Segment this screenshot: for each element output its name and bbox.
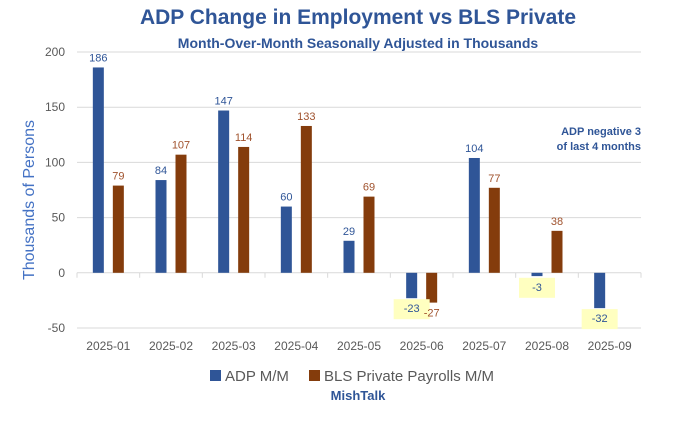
chart-subtitle: Month-Over-Month Seasonally Adjusted in … bbox=[178, 35, 539, 51]
data-label: 38 bbox=[551, 216, 563, 228]
data-label: -27 bbox=[424, 308, 440, 320]
bar bbox=[175, 154, 187, 273]
annotation-line-2: of last 4 months bbox=[557, 141, 641, 153]
y-axis-label: Thousands of Persons bbox=[21, 120, 38, 280]
data-label: 69 bbox=[363, 182, 375, 194]
x-tick-label: 2025-03 bbox=[212, 339, 256, 353]
data-label: 79 bbox=[112, 171, 124, 183]
data-label: 77 bbox=[488, 173, 500, 185]
legend: ADP M/M BLS Private Payrolls M/M bbox=[210, 368, 494, 385]
bar bbox=[531, 272, 543, 277]
bar bbox=[426, 272, 438, 303]
label-highlight bbox=[519, 277, 555, 298]
bar bbox=[218, 110, 230, 273]
bar bbox=[238, 146, 250, 273]
x-tick-label: 2025-02 bbox=[149, 339, 193, 353]
chart-title: ADP Change in Employment vs BLS Private bbox=[140, 6, 576, 29]
data-label: 107 bbox=[172, 140, 190, 152]
data-label: -23 bbox=[404, 303, 420, 315]
data-label: 186 bbox=[89, 52, 107, 64]
y-tick-label: 100 bbox=[45, 155, 65, 169]
legend-swatch-bls bbox=[309, 370, 320, 381]
y-tick-label: 200 bbox=[45, 45, 65, 59]
data-label: -32 bbox=[592, 313, 608, 325]
legend-swatch-adp bbox=[210, 370, 221, 381]
x-tick-label: 2025-06 bbox=[400, 339, 444, 353]
bar bbox=[280, 206, 292, 273]
y-axis-ticks: -50 0 50 100 150 200 bbox=[45, 45, 65, 335]
x-tick-label: 2025-01 bbox=[86, 339, 130, 353]
y-tick-label: 150 bbox=[45, 100, 65, 114]
bars bbox=[92, 67, 606, 309]
data-labels: 186 84 147 60 29 -23 104 -3 -32 79 107 114 133 69 -27 7… bbox=[89, 52, 618, 330]
data-label: 29 bbox=[343, 226, 355, 238]
bar bbox=[406, 272, 418, 299]
x-tick-label: 2025-07 bbox=[462, 339, 506, 353]
data-label: 84 bbox=[155, 165, 167, 177]
bar bbox=[92, 67, 104, 273]
data-label: -3 bbox=[532, 282, 542, 294]
source-label: MishTalk bbox=[331, 388, 386, 403]
bar bbox=[363, 196, 375, 273]
x-tick-label: 2025-09 bbox=[588, 339, 632, 353]
data-label: 114 bbox=[235, 132, 253, 144]
legend-label-adp: ADP M/M bbox=[225, 368, 289, 385]
x-tick-label: 2025-04 bbox=[274, 339, 318, 353]
bar bbox=[112, 185, 124, 273]
gridlines bbox=[77, 51, 641, 329]
x-axis-ticks: 2025-01 2025-02 2025-03 2025-04 2025-05 2025-… bbox=[76, 272, 642, 353]
y-tick-label: -50 bbox=[48, 321, 66, 335]
y-tick-label: 0 bbox=[58, 266, 65, 280]
legend-label-bls: BLS Private Payrolls M/M bbox=[324, 368, 494, 385]
bar bbox=[343, 240, 355, 273]
data-label: 147 bbox=[214, 96, 232, 108]
annotation-line-1: ADP negative 3 bbox=[561, 126, 641, 138]
bar bbox=[551, 230, 563, 273]
x-tick-label: 2025-05 bbox=[337, 339, 381, 353]
bar bbox=[155, 180, 167, 273]
bar bbox=[468, 157, 480, 273]
data-label: 60 bbox=[280, 192, 292, 204]
label-highlight bbox=[581, 309, 618, 330]
y-tick-label: 50 bbox=[52, 211, 66, 225]
x-tick-label: 2025-08 bbox=[525, 339, 569, 353]
bar bbox=[594, 272, 606, 309]
label-highlight bbox=[393, 299, 430, 320]
bar bbox=[300, 125, 312, 273]
bar bbox=[488, 187, 500, 273]
data-label: 104 bbox=[465, 143, 483, 155]
data-label: 133 bbox=[297, 111, 315, 123]
